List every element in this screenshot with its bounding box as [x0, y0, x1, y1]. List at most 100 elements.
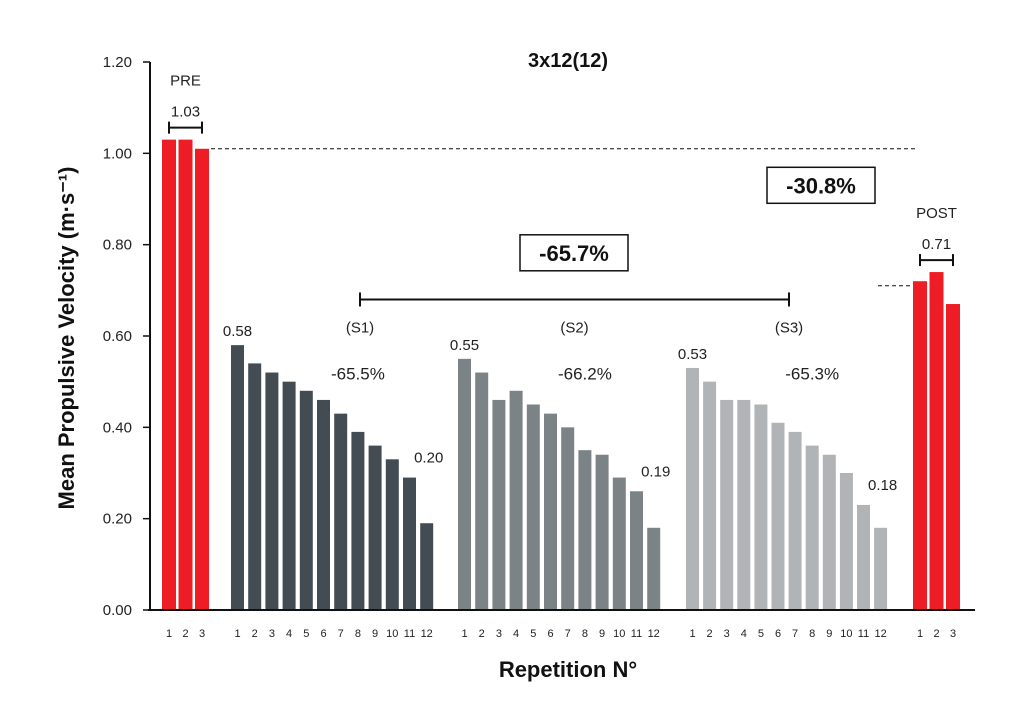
x-tick-label: 8 [582, 628, 588, 640]
bar-s1-6 [317, 399, 330, 610]
x-tick-label: 4 [741, 628, 747, 640]
x-tick-label: 8 [809, 628, 815, 640]
set-label-2: (S2) [560, 319, 588, 336]
x-tick-label: 1 [917, 628, 923, 640]
bar-s1-9 [368, 445, 382, 610]
bar-s1-4 [282, 381, 296, 610]
x-tick-label: 6 [775, 628, 781, 640]
bar-s3-9 [822, 454, 836, 610]
x-tick-label: 11 [631, 628, 642, 640]
x-tick-label: 9 [372, 628, 378, 640]
x-tick-label: 12 [874, 628, 886, 640]
s3-last-value-label: 0.18 [868, 477, 897, 494]
x-tick-label: 2 [252, 628, 258, 640]
bar-s1-12 [420, 523, 434, 610]
bar-s3-1 [686, 367, 699, 610]
x-tick-label: 10 [613, 628, 625, 640]
x-tick-label: 7 [565, 628, 571, 640]
bar-s1-3 [265, 372, 279, 610]
x-tick-label: 5 [758, 628, 764, 640]
bar-pre-2 [178, 139, 193, 610]
x-tick-label: 2 [707, 628, 713, 640]
pre-mean-label: 1.03 [171, 104, 200, 121]
x-tick-label: 7 [338, 628, 344, 640]
y-tick-label: 1.20 [103, 54, 132, 71]
sets-drop-label: -65.7% [539, 241, 609, 266]
x-tick-label: 3 [269, 628, 275, 640]
bar-s1-8 [351, 431, 365, 610]
x-tick-label: 12 [648, 628, 660, 640]
bar-s2-10 [612, 477, 626, 610]
x-tick-label: 3 [496, 628, 502, 640]
y-tick-label: 0.20 [103, 511, 132, 528]
bar-post-2 [929, 272, 944, 610]
bar-s3-7 [788, 431, 802, 610]
chart-title: 3x12(12) [528, 50, 608, 72]
s3-drop-label: -65.3% [785, 364, 839, 383]
x-tick-label: 6 [547, 628, 553, 640]
x-tick-label: 3 [724, 628, 730, 640]
s1-first-value-label: 0.58 [223, 323, 252, 340]
x-tick-label: 9 [599, 628, 605, 640]
x-tick-label: 4 [513, 628, 519, 640]
x-tick-label: 4 [286, 628, 292, 640]
set-label-3: (S3) [775, 319, 803, 336]
bar-post-3 [946, 304, 960, 610]
bar-pre-3 [195, 148, 209, 610]
bar-s3-10 [839, 473, 853, 610]
bar-s2-7 [561, 427, 575, 610]
x-tick-label: 7 [792, 628, 798, 640]
bar-s2-4 [509, 390, 523, 610]
bar-s2-5 [526, 404, 540, 610]
bar-s2-9 [595, 454, 609, 610]
y-tick-label: 0.00 [103, 602, 132, 619]
set-label-1: (S1) [346, 319, 374, 336]
bar-post-1 [913, 281, 927, 610]
bar-pre-1 [162, 139, 176, 610]
bar-s3-4 [737, 399, 751, 610]
x-tick-label: 2 [479, 628, 485, 640]
x-tick-label: 2 [182, 628, 188, 640]
x-tick-label: 5 [303, 628, 309, 640]
post-mean-label: 0.71 [922, 236, 951, 253]
bar-s1-2 [248, 363, 262, 610]
bar-s1-5 [299, 390, 313, 610]
bar-s3-12 [874, 527, 888, 610]
pre-post-drop-box [766, 166, 876, 205]
x-tick-label: 11 [858, 628, 869, 640]
y-axis-label: Mean Propulsive Velocity (m·s⁻¹) [54, 167, 79, 510]
x-tick-label: 3 [199, 628, 205, 640]
x-tick-label: 12 [421, 628, 433, 640]
bar-s3-11 [857, 504, 870, 610]
x-tick-label: 5 [530, 628, 536, 640]
x-axis-label: Repetition N° [499, 657, 637, 682]
x-tick-label: 2 [933, 628, 939, 640]
s1-drop-label: -65.5% [331, 364, 385, 383]
s2-first-value-label: 0.55 [450, 337, 479, 354]
bar-s2-3 [492, 399, 506, 610]
bar-s2-2 [475, 372, 489, 610]
x-tick-label: 11 [404, 628, 415, 640]
y-axis: 0.00 0.20 0.40 0.60 0.80 1.00 1.20 [103, 54, 150, 619]
bar-s2-1 [458, 358, 471, 610]
bar-s1-1 [231, 345, 244, 610]
x-tick-label: 9 [826, 628, 832, 640]
s3-first-value-label: 0.53 [678, 346, 707, 363]
x-tick-label: 1 [166, 628, 172, 640]
s1-last-value-label: 0.20 [414, 450, 443, 467]
x-tick-labels: 1 2 3 1 2 3 4 5 6 7 8 9 10 11 12 1 2 3 4 5 6 7 8 9 10 11 12 1 2 3 4 5 6 7… [166, 628, 956, 640]
x-tick-label: 3 [950, 628, 956, 640]
x-tick-label: 6 [320, 628, 326, 640]
bar-s2-11 [630, 491, 643, 610]
pre-post-drop-label: -30.8% [786, 173, 856, 198]
x-tick-label: 1 [234, 628, 240, 640]
bar-s2-8 [578, 450, 592, 610]
post-group-label: POST [916, 205, 957, 222]
bar-s3-5 [754, 404, 768, 610]
y-tick-label: 1.00 [103, 145, 132, 162]
y-tick-label: 0.60 [103, 328, 132, 345]
bar-s3-3 [720, 399, 734, 610]
bar-s3-8 [805, 445, 819, 610]
x-tick-label: 10 [386, 628, 398, 640]
